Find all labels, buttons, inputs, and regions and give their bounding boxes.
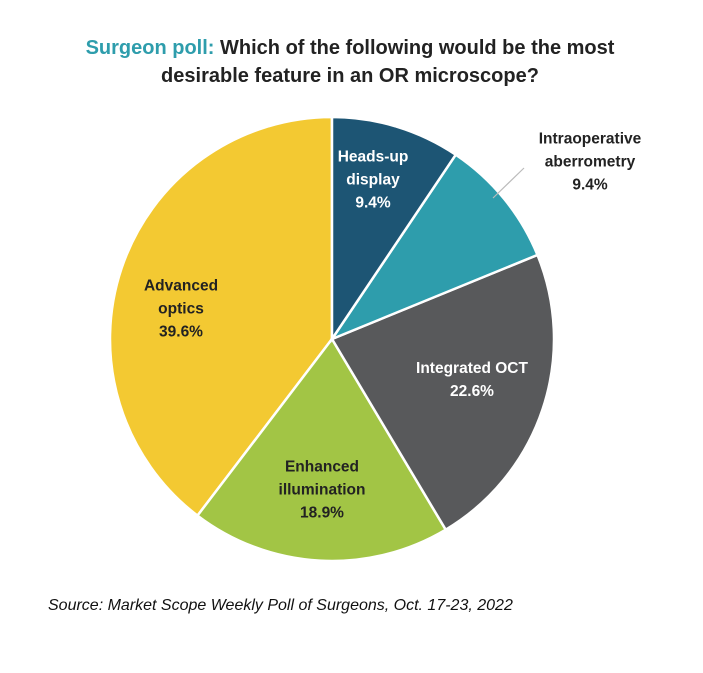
- pie-slice: [108, 115, 334, 518]
- slice-label: Heads-up display 9.4%: [328, 146, 418, 215]
- category-label: Enhanced illumination: [278, 458, 366, 499]
- category-label: Integrated OCT: [416, 360, 528, 377]
- title-text: Which of the following would be the most…: [161, 37, 615, 87]
- chart-title: Surgeon poll: Which of the following wou…: [60, 34, 640, 90]
- slice-label: Enhanced illumination 18.9%: [267, 456, 377, 525]
- category-label: Advanced optics: [143, 277, 219, 318]
- leader-line: [492, 167, 525, 199]
- value-label: 22.6%: [450, 383, 494, 400]
- category-label: Intraoperative aberrometry: [538, 130, 642, 171]
- pie-slice: [330, 115, 458, 344]
- pie-slice: [195, 336, 448, 563]
- source-note: Source: Market Scope Weekly Poll of Surg…: [48, 597, 513, 614]
- pie-slice: [328, 152, 540, 342]
- value-label: 9.4%: [355, 194, 391, 212]
- value-label: 39.6%: [159, 323, 203, 341]
- slice-label: Intraoperative aberrometry 9.4%: [520, 128, 660, 197]
- slice-label: Advanced optics 39.6%: [136, 275, 226, 344]
- value-label: 9.4%: [572, 176, 608, 194]
- slice-label: Integrated OCT 22.6%: [397, 357, 547, 403]
- title-lead: Surgeon poll:: [85, 37, 215, 59]
- category-label: Heads-up display: [337, 148, 409, 189]
- value-label: 18.9%: [300, 504, 344, 522]
- pie-slice: [330, 253, 556, 532]
